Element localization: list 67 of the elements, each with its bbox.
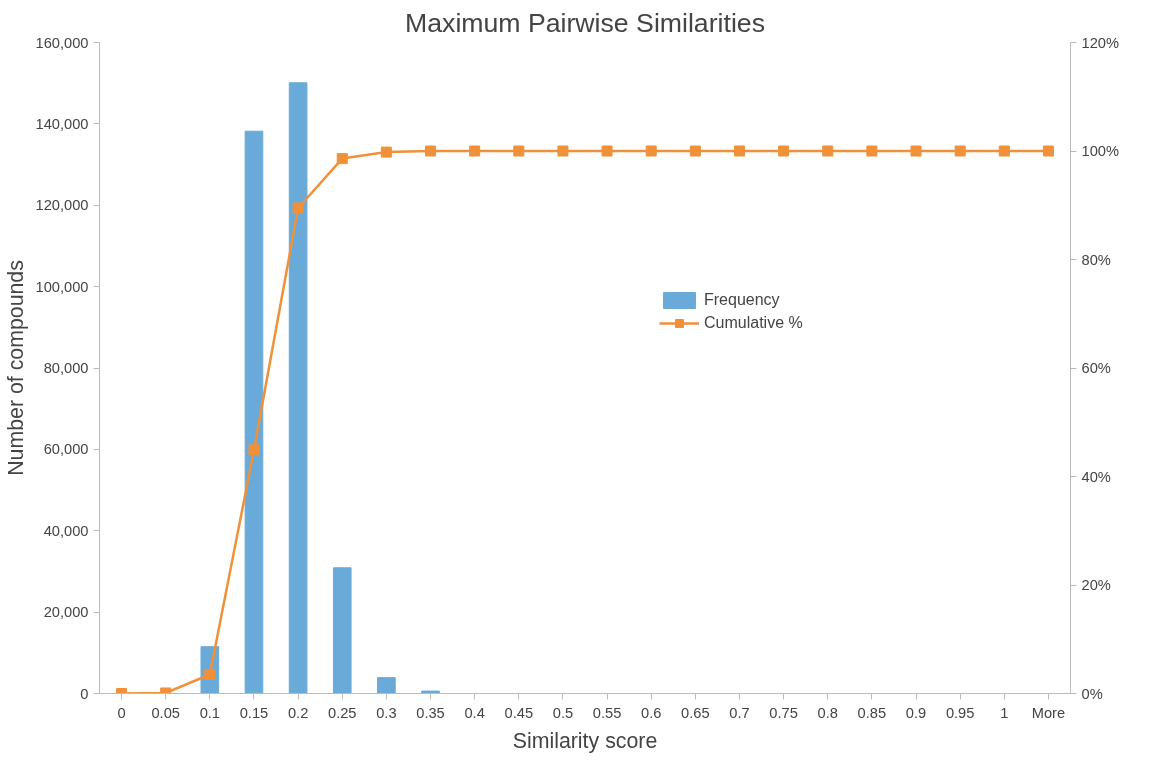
- y2-tick-label: 120%: [1081, 34, 1119, 51]
- point: [954, 145, 966, 157]
- x-tick-label: 0: [117, 704, 126, 721]
- bar: [377, 677, 396, 694]
- x-tick-label: 0.05: [151, 704, 180, 721]
- bar: [421, 690, 440, 694]
- x-tick-label: 0.9: [905, 704, 927, 721]
- point: [778, 145, 790, 157]
- x-tick-label: 0.55: [592, 704, 622, 721]
- point: [336, 153, 348, 165]
- y2-tick-label: 0%: [1081, 685, 1103, 702]
- x-tick-label: 0.25: [327, 704, 357, 721]
- x-axis-title: Similarity score: [512, 728, 658, 753]
- point: [425, 145, 437, 157]
- y-tick-label: 20,000: [43, 604, 89, 621]
- y-tick-label: 160,000: [35, 34, 89, 51]
- y2-tick-label: 20%: [1081, 577, 1111, 593]
- x-tick-label: 0.2: [287, 704, 309, 721]
- y2-tick-label: 100%: [1081, 143, 1119, 159]
- point: [1042, 145, 1054, 157]
- point: [557, 145, 569, 157]
- point: [469, 145, 481, 157]
- y-tick-label: 60,000: [43, 441, 89, 458]
- x-tick-label: 0.85: [857, 704, 887, 721]
- point: [689, 145, 701, 157]
- x-tick-label: 0.7: [729, 704, 750, 721]
- y-axis-title: Number of compounds: [3, 260, 28, 476]
- x-tick-label: 0.6: [641, 704, 662, 721]
- point: [645, 145, 657, 157]
- x-tick-label: More: [1031, 704, 1066, 721]
- y-tick-label: 140,000: [35, 115, 89, 132]
- x-tick-label: 0.3: [376, 704, 397, 721]
- point: [513, 145, 525, 157]
- bar: [332, 567, 352, 694]
- bar: [244, 130, 264, 694]
- point: [733, 145, 745, 157]
- point: [292, 202, 304, 214]
- point: [380, 146, 392, 158]
- y2-tick-label: 80%: [1081, 251, 1111, 268]
- x-tick-label: 0.5: [552, 704, 574, 721]
- point: [910, 145, 922, 157]
- legend-label: Cumulative %: [704, 314, 803, 332]
- chart-title: Maximum Pairwise Similarities: [405, 7, 765, 38]
- y-tick-label: 80,000: [43, 360, 89, 376]
- y2-tick-label: 60%: [1081, 360, 1111, 376]
- x-tick-label: 0.35: [416, 704, 445, 721]
- point: [866, 145, 878, 157]
- legend-label: Frequency: [704, 291, 780, 309]
- y-tick-label: 100,000: [35, 278, 89, 295]
- x-tick-label: 0.1: [199, 704, 221, 721]
- point: [822, 145, 834, 157]
- y2-tick-label: 40%: [1081, 468, 1111, 485]
- point: [601, 145, 613, 157]
- x-tick-label: 0.4: [464, 704, 485, 721]
- x-tick-label: 0.75: [769, 704, 798, 721]
- x-tick-label: 0.45: [504, 704, 534, 721]
- bar: [288, 82, 308, 694]
- x-tick-label: 0.95: [945, 704, 975, 721]
- y-tick-label: 0: [80, 685, 89, 702]
- point: [998, 145, 1010, 157]
- x-tick-label: 0.65: [681, 704, 710, 721]
- x-tick-label: 0.15: [239, 704, 269, 721]
- y-tick-label: 40,000: [43, 522, 89, 539]
- x-tick-label: 1: [1000, 704, 1009, 721]
- y-tick-label: 120,000: [35, 197, 89, 214]
- x-tick-label: 0.8: [817, 704, 838, 721]
- point: [248, 444, 260, 456]
